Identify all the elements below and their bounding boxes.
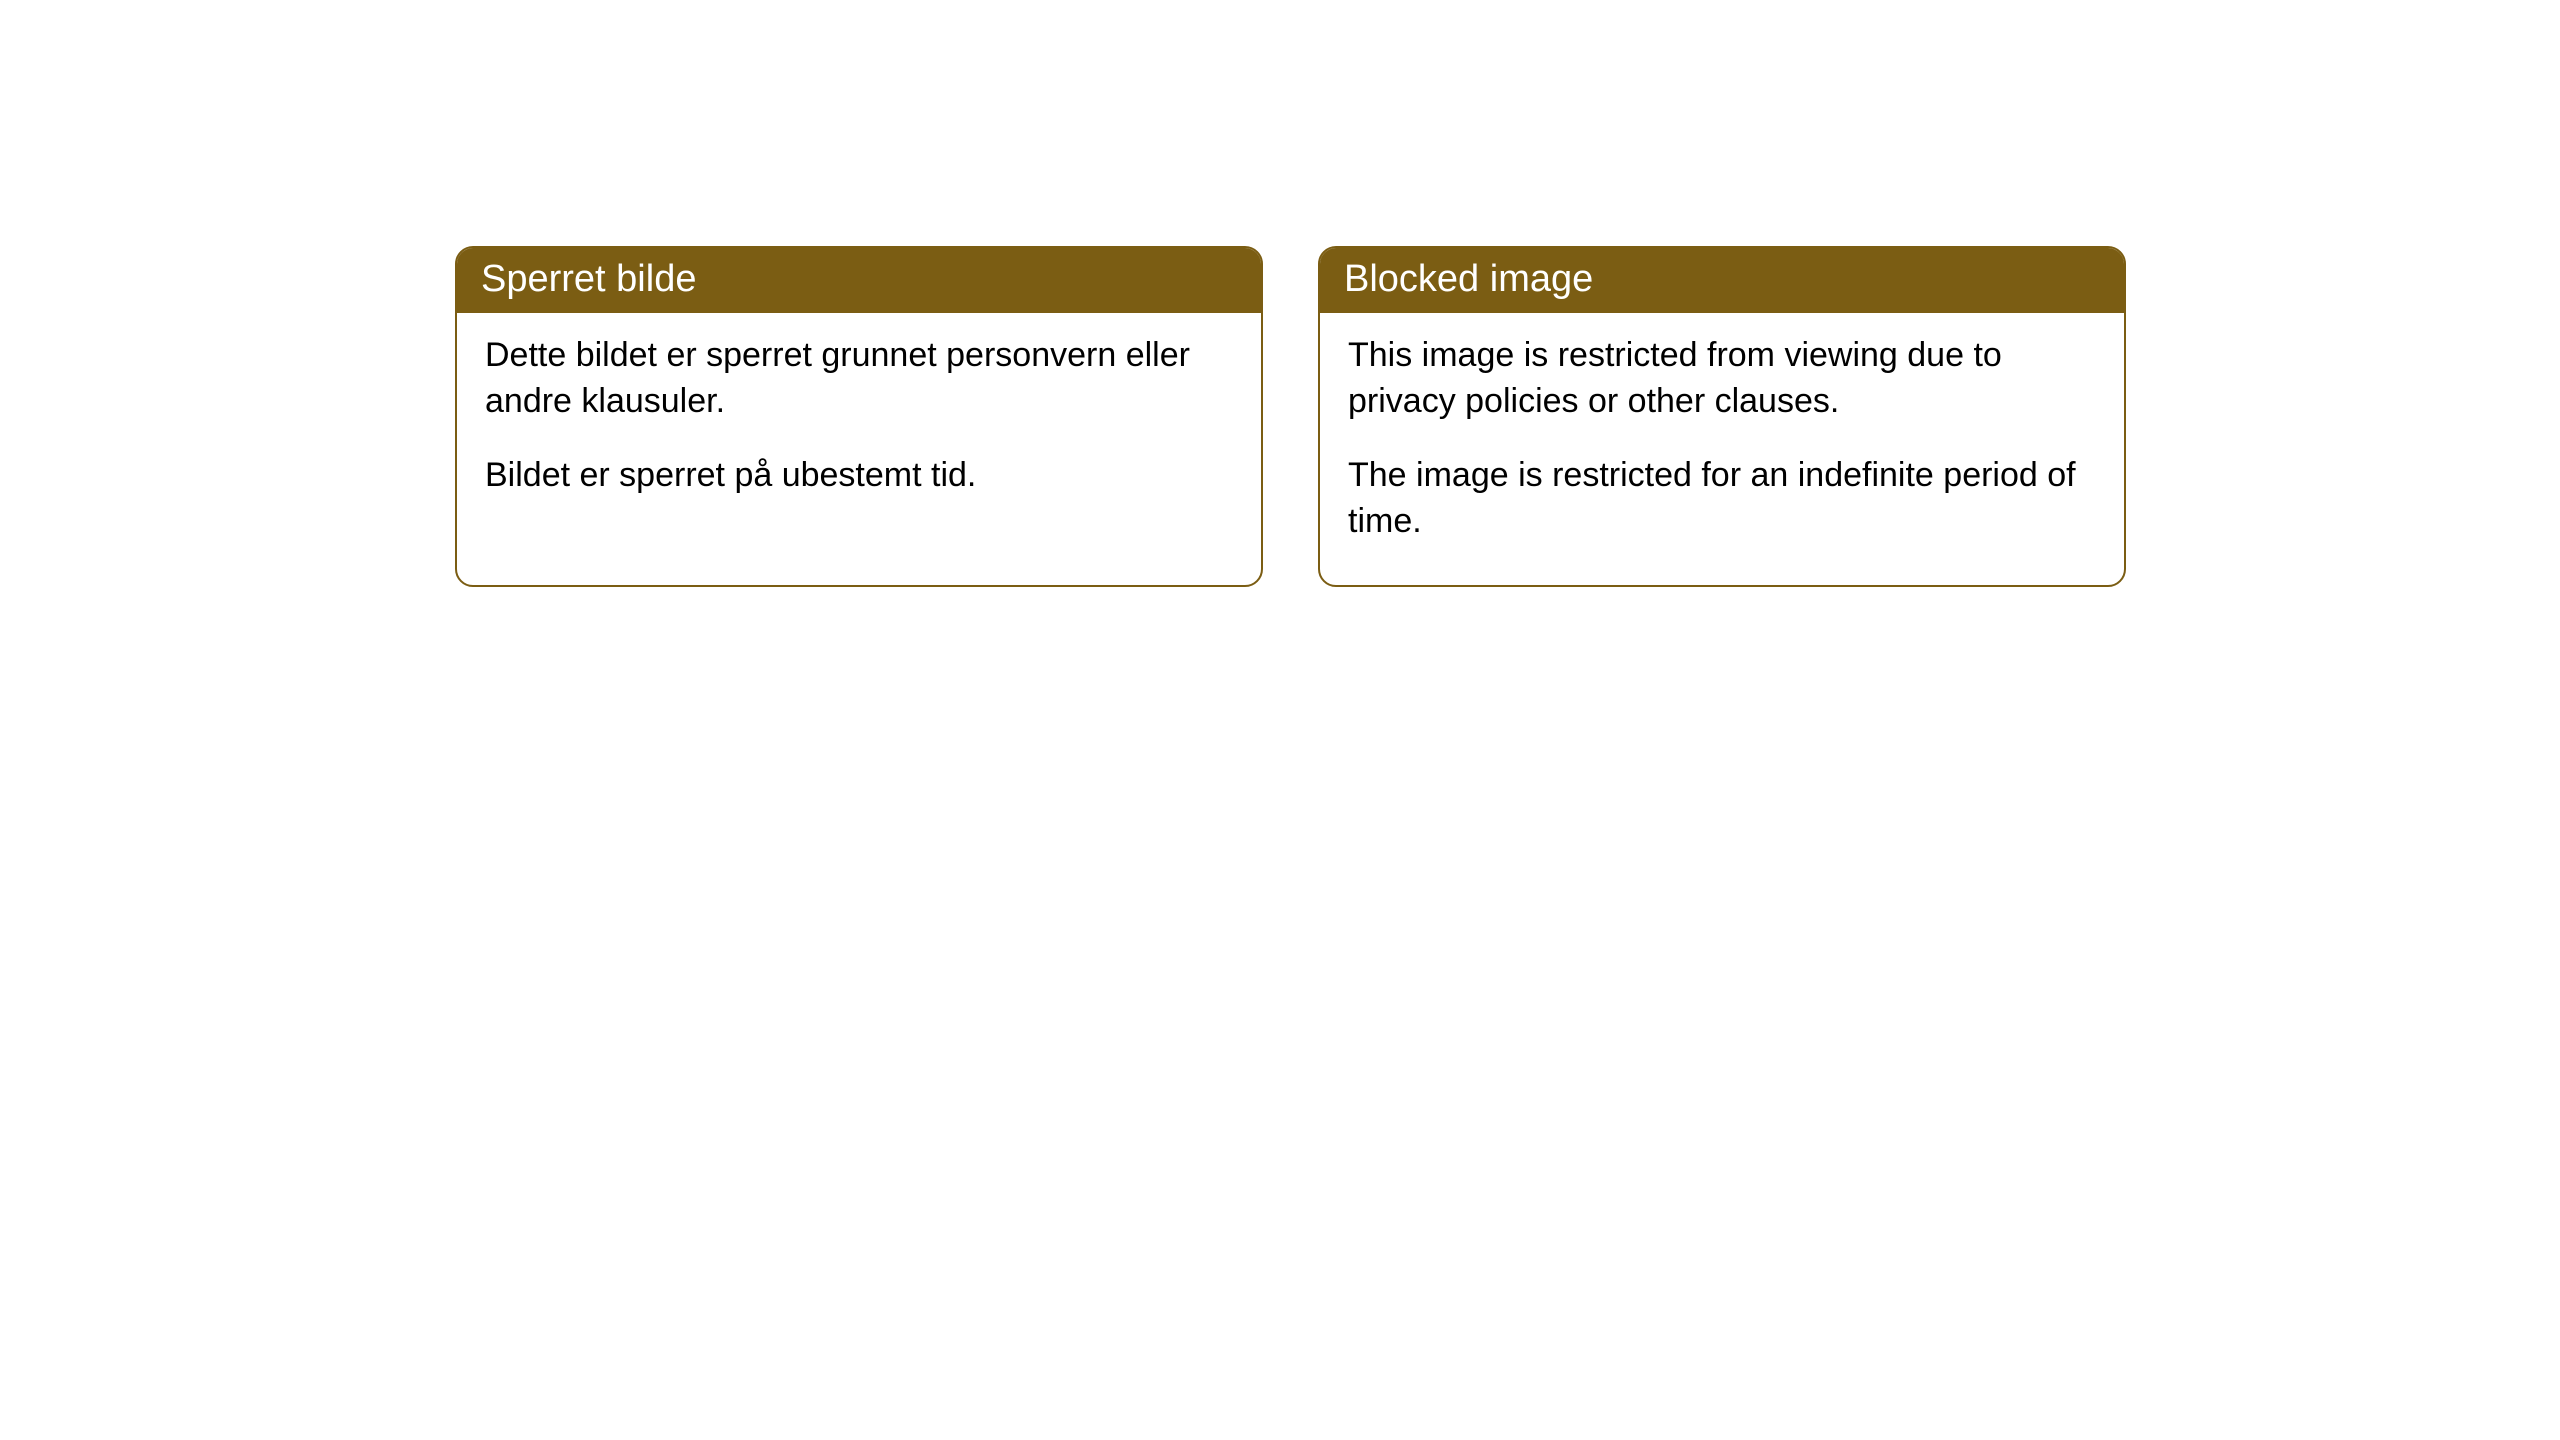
notice-header: Blocked image — [1320, 248, 2124, 313]
notice-body: This image is restricted from viewing du… — [1320, 313, 2124, 585]
notice-paragraph: The image is restricted for an indefinit… — [1348, 453, 2096, 545]
notice-paragraph: This image is restricted from viewing du… — [1348, 333, 2096, 425]
notice-box-english: Blocked image This image is restricted f… — [1318, 246, 2126, 587]
notice-title: Sperret bilde — [481, 258, 696, 300]
notice-body: Dette bildet er sperret grunnet personve… — [457, 313, 1261, 539]
notice-box-norwegian: Sperret bilde Dette bildet er sperret gr… — [455, 246, 1263, 587]
notice-header: Sperret bilde — [457, 248, 1261, 313]
notice-container: Sperret bilde Dette bildet er sperret gr… — [455, 246, 2126, 587]
notice-paragraph: Bildet er sperret på ubestemt tid. — [485, 453, 1233, 499]
notice-paragraph: Dette bildet er sperret grunnet personve… — [485, 333, 1233, 425]
notice-title: Blocked image — [1344, 258, 1593, 300]
